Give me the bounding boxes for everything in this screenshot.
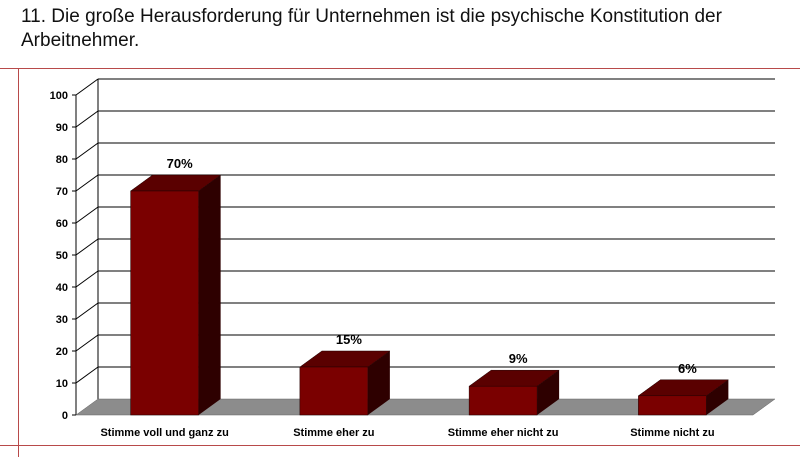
- category-label-3: Stimme eher nicht zu: [448, 427, 559, 439]
- y-tick-label: 20: [56, 346, 68, 358]
- y-tick-label: 70: [56, 186, 68, 198]
- y-tick-label: 40: [56, 282, 68, 294]
- gridline-diag: [75, 110, 99, 128]
- category-label-1: Stimme voll und ganz zu: [100, 427, 228, 439]
- y-tick-label: 80: [56, 154, 68, 166]
- gridline-diag: [75, 206, 99, 224]
- bar-4-side: [706, 379, 729, 415]
- gridline-diag: [75, 334, 99, 352]
- data-label-4: 6%: [678, 361, 697, 376]
- bar-2-side: [367, 351, 390, 415]
- bar-4: [638, 395, 707, 416]
- gridline-diag: [75, 174, 99, 192]
- y-tick-label: 90: [56, 122, 68, 134]
- category-label-4: Stimme nicht zu: [630, 427, 714, 439]
- bottom-divider: [0, 445, 800, 446]
- y-tick-label: 50: [56, 250, 68, 262]
- y-tick-label: 30: [56, 314, 68, 326]
- bar-3-side: [537, 370, 560, 415]
- gridline-diag: [75, 270, 99, 288]
- chart-title: 11. Die große Herausforderung für Untern…: [21, 6, 722, 51]
- y-tick-label: 10: [56, 378, 68, 390]
- top-divider: [0, 68, 800, 69]
- bar-2: [299, 366, 369, 416]
- category-label-2: Stimme eher zu: [293, 427, 374, 439]
- y-tick-label: 100: [50, 90, 68, 102]
- gridline-diag: [75, 238, 99, 256]
- data-label-3: 9%: [509, 351, 528, 366]
- gridline-diag: [75, 78, 99, 96]
- bar-1-side: [198, 175, 221, 415]
- left-divider: [18, 68, 19, 457]
- y-tick-label: 60: [56, 218, 68, 230]
- gridline-diag: [75, 302, 99, 320]
- data-label-2: 15%: [336, 332, 362, 347]
- gridline-diag: [75, 366, 99, 384]
- data-label-1: 70%: [167, 156, 193, 171]
- bar-3: [468, 385, 538, 416]
- gridline-diag: [75, 142, 99, 160]
- y-tick-label: 0: [62, 410, 68, 422]
- bar-1: [130, 190, 199, 416]
